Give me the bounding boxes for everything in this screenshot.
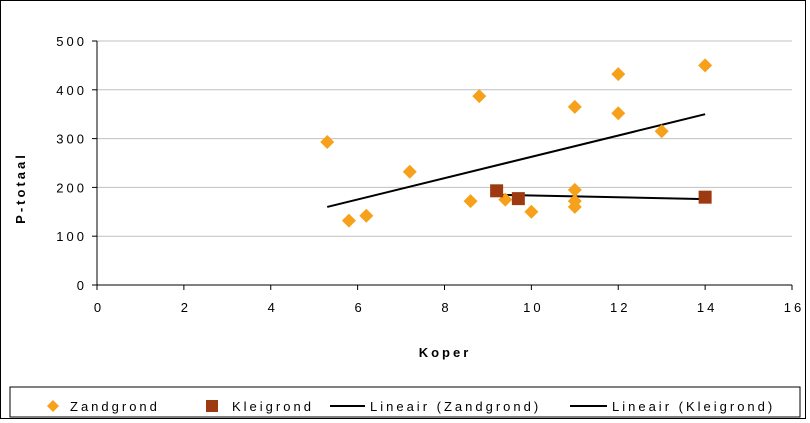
- legend-box: [9, 386, 801, 418]
- y-tick-label: 0: [77, 278, 87, 293]
- legend-kleigrond-swatch: [206, 400, 218, 412]
- x-tick-label: 0: [94, 300, 104, 315]
- y-tick-label: 100: [56, 229, 87, 244]
- y-axis-title: P-totaal: [13, 152, 28, 224]
- zandgrond-point: [341, 213, 356, 228]
- kleigrond-point: [698, 190, 712, 204]
- zandgrond-point: [567, 199, 582, 214]
- zandgrond-point: [654, 124, 669, 139]
- trendline-3: [496, 193, 706, 201]
- x-tick-labels: 0 2 4 6 8 10 12 14 16: [94, 300, 804, 315]
- gridlines: [97, 40, 792, 237]
- x-tick-label: 8: [441, 300, 451, 315]
- kleigrond-point: [490, 184, 504, 198]
- zandgrond-point: [611, 67, 626, 82]
- zandgrond-point: [567, 182, 582, 197]
- zandgrond-point: [472, 89, 487, 104]
- kleigrond-point: [511, 192, 525, 206]
- zandgrond-point: [524, 204, 539, 219]
- x-tick-label: 10: [523, 300, 543, 315]
- x-tick-label: 12: [610, 300, 630, 315]
- zandgrond-point: [698, 58, 713, 73]
- axes: [92, 40, 793, 290]
- y-tick-labels: 0 100 200 300 400 500: [56, 34, 87, 293]
- legend: Zandgrond Kleigrond Lineair (Zandgrond) Lin…: [47, 399, 775, 414]
- legend-label: Kleigrond: [232, 399, 314, 414]
- legend-zandgrond-swatch: [47, 400, 59, 412]
- zandgrond-point: [320, 135, 335, 150]
- zandgrond-point: [567, 99, 582, 114]
- x-axis-title: Koper: [419, 345, 472, 360]
- y-tick-label: 200: [56, 180, 87, 195]
- legend-label: Zandgrond: [70, 399, 160, 414]
- trendlines: [326, 113, 706, 208]
- zandgrond-point: [402, 164, 417, 179]
- x-tick-label: 4: [268, 300, 278, 315]
- x-tick-label: 2: [181, 300, 191, 315]
- trendline-2: [326, 113, 706, 208]
- legend-label: Lineair (Kleigrond): [612, 399, 775, 414]
- legend-label: Lineair (Zandgrond): [370, 399, 541, 414]
- data-points: [320, 58, 713, 228]
- zandgrond-point: [463, 194, 478, 209]
- x-tick-label: 6: [355, 300, 365, 315]
- y-tick-label: 300: [56, 132, 87, 147]
- y-tick-label: 500: [56, 34, 87, 49]
- x-tick-label: 14: [697, 300, 717, 315]
- zandgrond-point: [359, 208, 374, 223]
- y-tick-label: 400: [56, 83, 87, 98]
- x-tick-label: 16: [784, 300, 804, 315]
- zandgrond-point: [611, 106, 626, 121]
